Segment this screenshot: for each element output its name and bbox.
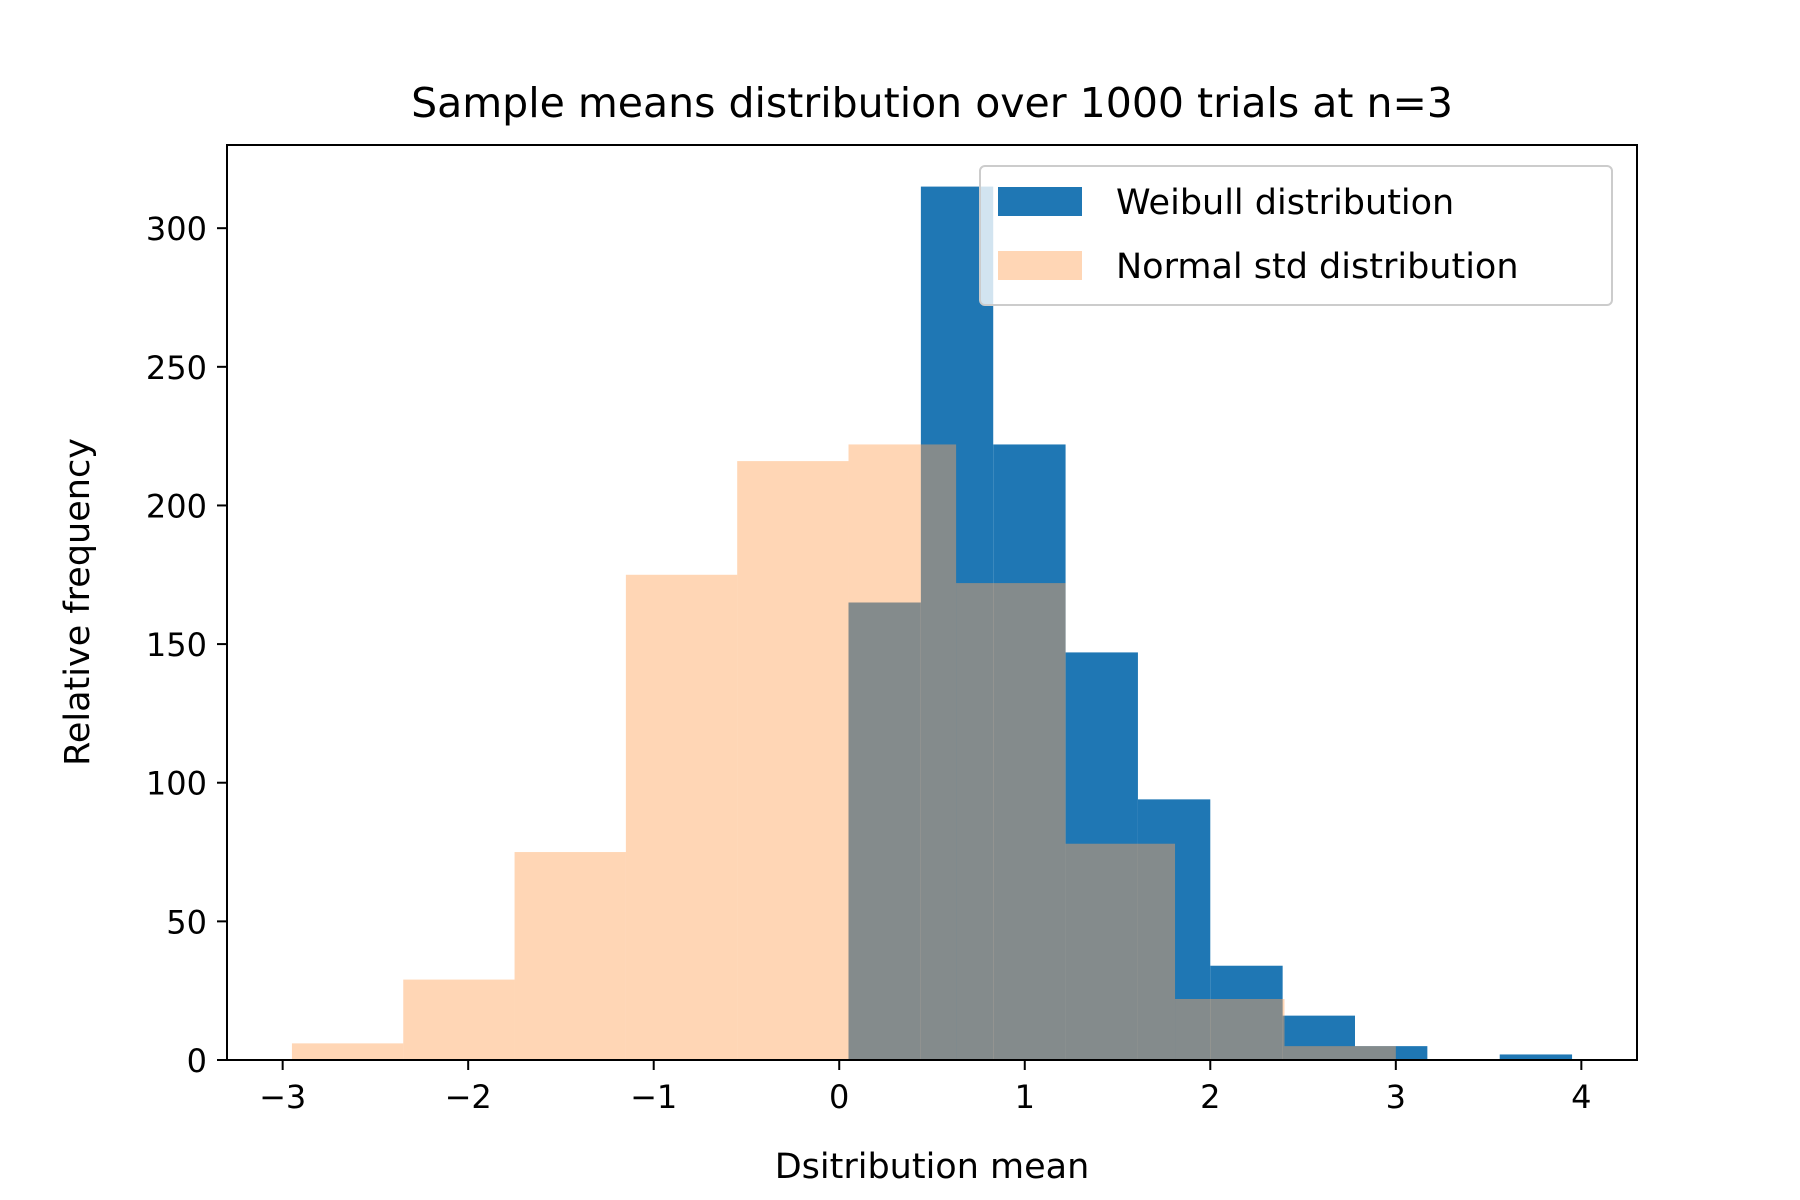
y-tick-label: 200: [146, 487, 207, 525]
normal-bar-1: [403, 979, 515, 1060]
weibull-bar-9: [1499, 1054, 1573, 1060]
legend-label-normal: Normal std distribution: [1116, 247, 1519, 287]
x-tick-label: −3: [259, 1078, 306, 1116]
weibull-bar-2: [993, 444, 1066, 1060]
legend: Weibull distribution Normal std distribu…: [979, 165, 1613, 306]
weibull-bar-7: [1355, 1046, 1428, 1060]
y-tick-label: 150: [146, 626, 207, 664]
weibull-bar-3: [1065, 652, 1138, 1060]
normal-bar-7: [1065, 843, 1176, 1060]
x-tick-label: −1: [630, 1078, 677, 1116]
x-tick-label: 4: [1571, 1078, 1591, 1116]
y-axis-ticks: 0 50 100 150 200 250 300: [146, 210, 227, 1080]
normal-bar-6: [956, 583, 1066, 1060]
x-tick-label: 1: [1015, 1078, 1035, 1116]
normal-bar-2: [514, 852, 626, 1060]
weibull-bar-5: [1210, 965, 1283, 1060]
weibull-bar-0: [848, 602, 921, 1060]
legend-swatch-weibull: [998, 187, 1082, 216]
y-tick-label: 250: [146, 349, 207, 387]
chart-title: Sample means distribution over 1000 tria…: [411, 79, 1453, 127]
normal-bar-9: [1284, 1046, 1396, 1060]
x-axis-ticks: −3 −2 −1 0 1 2 3 4: [259, 1060, 1592, 1116]
x-tick-label: 2: [1200, 1078, 1220, 1116]
y-tick-label: 50: [166, 903, 207, 941]
normal-bar-0: [291, 1043, 404, 1060]
y-tick-label: 0: [187, 1042, 207, 1080]
weibull-bar-1: [920, 186, 994, 1060]
weibull-bar-4: [1137, 799, 1211, 1060]
y-tick-label: 300: [146, 210, 207, 248]
x-tick-label: 0: [829, 1078, 849, 1116]
legend-swatch-normal: [998, 251, 1082, 280]
legend-label-weibull: Weibull distribution: [1116, 183, 1454, 223]
normal-bar-3: [625, 574, 738, 1060]
normal-bar-4: [737, 461, 849, 1060]
plot-frame: [226, 144, 1638, 1061]
normal-bar-5: [848, 444, 957, 1060]
x-tick-label: 3: [1386, 1078, 1406, 1116]
weibull-bar-6: [1282, 1015, 1355, 1060]
x-tick-label: −2: [445, 1078, 492, 1116]
bars-layer: [291, 186, 1573, 1060]
y-tick-label: 100: [146, 765, 207, 803]
normal-bar-8: [1175, 999, 1285, 1060]
y-axis-title: Relative frequency: [58, 438, 98, 766]
x-axis-title: Dsitribution mean: [775, 1147, 1090, 1187]
legend-frame: [979, 165, 1613, 306]
